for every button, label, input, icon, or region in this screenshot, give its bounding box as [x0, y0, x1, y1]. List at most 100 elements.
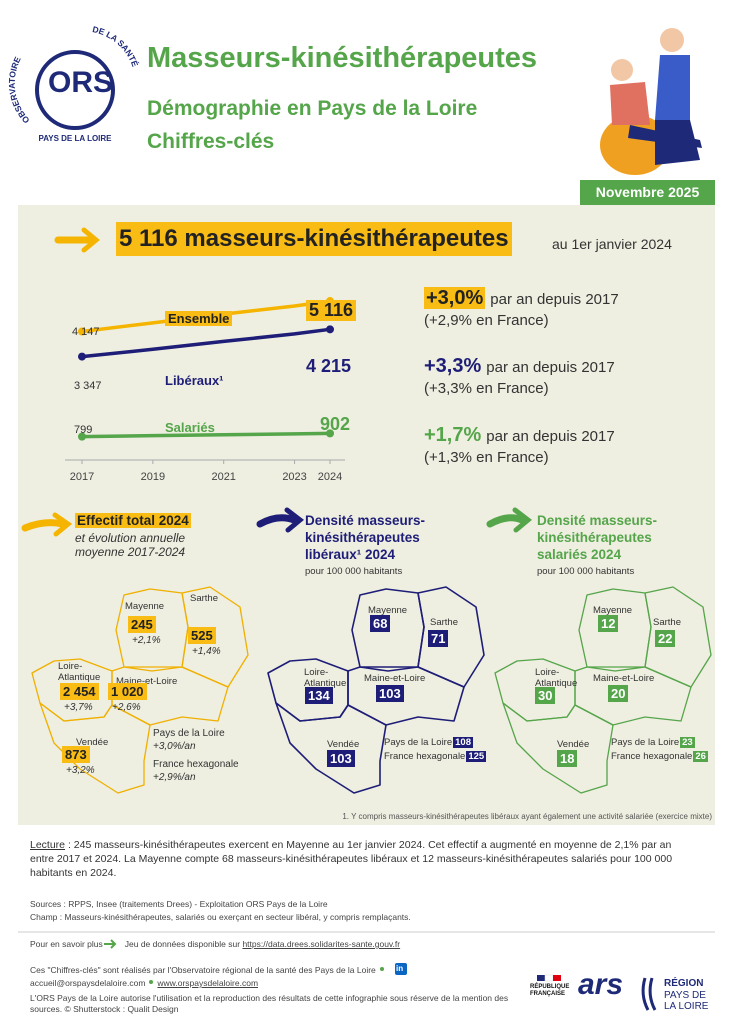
trend-france: (+1,3% en France) — [424, 449, 549, 466]
value-label: 799 — [74, 424, 93, 436]
region-change: +1,4% — [192, 646, 221, 657]
series-name: Salariés — [165, 420, 215, 435]
total: France hexagonale 26 — [611, 751, 708, 762]
lecture-label: Lecture — [30, 839, 66, 851]
point — [78, 327, 86, 336]
value-label: 902 — [320, 414, 351, 434]
total-name: Pays de la Loire — [384, 737, 453, 748]
region-logo: RÉGION — [664, 978, 704, 989]
region-name: Maine-et-Loire — [593, 673, 655, 684]
trend: +1,7% par an depuis 2017 — [424, 424, 615, 447]
contact: accueil@orspaysdelaloire.com www.orspaysd… — [30, 978, 258, 988]
region-value: 873 — [62, 746, 90, 763]
linkedin[interactable]: in — [396, 964, 404, 973]
trend-rate: +1,7% — [424, 424, 482, 446]
map-title-text: Densité masseurs-kinésithérapeutes salar… — [537, 513, 658, 562]
more-text: Jeu de données disponible sur — [124, 939, 241, 949]
region-name: Maine-et-Loire — [364, 673, 426, 684]
total: Pays de la Loire 23 — [611, 737, 695, 748]
value-label: 3 347 — [74, 380, 102, 392]
region-value: 245 — [128, 616, 156, 633]
total-name: France hexagonale — [384, 751, 466, 762]
ars-logo: ars — [578, 968, 624, 1001]
region-logo-name: PAYS DE LA LOIRE — [664, 990, 709, 1012]
trend-rate: +3,3% — [424, 355, 482, 377]
map-title-text: Effectif total 2024 — [75, 513, 191, 528]
region-change: +3,7% — [64, 702, 93, 713]
trend: +3,0% par an depuis 2017 — [424, 287, 619, 310]
arrow — [284, 507, 304, 533]
region-name: Vendée — [327, 739, 360, 750]
value-label: 4 147 — [72, 326, 100, 338]
logo-ring — [35, 50, 115, 130]
trend: +3,3% par an depuis 2017 — [424, 355, 615, 378]
illustration-body — [655, 55, 690, 120]
total-value: 125 — [466, 751, 487, 762]
trend-rate: +3,0% — [424, 287, 486, 309]
x-tick-label: 2017 — [69, 471, 95, 483]
region-name: Sarthe — [653, 617, 681, 628]
arrow — [256, 514, 298, 528]
footnote: 1. Y compris masseurs-kinésithérapeutes … — [342, 812, 712, 821]
more-link[interactable]: https://data.drees.solidarites-sante.gou… — [242, 939, 401, 949]
x-tick-label: 2019 — [140, 471, 166, 483]
map-title: Effectif total 2024 — [75, 512, 225, 529]
illustration-head — [660, 28, 684, 52]
arrow — [104, 939, 117, 949]
region-name: Loire-Atlantique — [304, 667, 347, 689]
arrow — [21, 519, 66, 532]
source: Sources : RPPS, Insee (traitements Drees… — [30, 899, 328, 909]
license: L'ORS Pays de la Loire autorise l'utilis… — [30, 993, 509, 1014]
logo-region: PAYS DE LA LOIRE — [38, 134, 112, 143]
credit-text: Ces "Chiffres-clés" sont réalisés par l'… — [30, 965, 376, 975]
total-name: Pays de la Loire — [153, 728, 225, 739]
region-name: Sarthe — [190, 593, 218, 604]
region-name: Loire-Atlantique — [535, 667, 578, 689]
flag — [553, 975, 561, 981]
trend-text: par an depuis 2017 — [486, 359, 615, 376]
subtitle: Démographie en Pays de la Loire — [147, 97, 478, 120]
total-value: 26 — [693, 751, 708, 762]
trend-text: par an depuis 2017 — [490, 291, 619, 308]
region-name: Vendée — [557, 739, 590, 750]
email[interactable]: accueil@orspaysdelaloire.com — [30, 978, 146, 988]
date-box — [580, 180, 715, 205]
trend-france: (+2,9% en France) — [424, 312, 549, 329]
series-name: Ensemble — [165, 311, 233, 326]
map-title: Densité masseurs-kinésithérapeutes libér… — [305, 512, 455, 563]
trend-france: (+3,3% en France) — [424, 380, 549, 397]
trend-text: par an depuis 2017 — [486, 428, 615, 445]
region-value: 20 — [608, 685, 629, 702]
source: Champ : Masseurs-kinésithérapeutes, sala… — [30, 912, 411, 922]
x-tick-label: 2021 — [211, 471, 236, 483]
total-value: +2,9%/an — [153, 772, 196, 783]
site[interactable]: www.orspaysdelaloire.com — [157, 978, 259, 988]
x-tick-label: 2023 — [282, 471, 307, 483]
region-name: Mayenne — [368, 605, 408, 616]
region-change: +2,1% — [132, 635, 161, 646]
point — [326, 325, 334, 334]
point — [326, 429, 334, 438]
region-value: 103 — [376, 685, 404, 702]
logo-mark: ORS — [48, 66, 114, 99]
headline-note: au 1er janvier 2024 — [552, 236, 672, 252]
region-name: Maine-et-Loire — [116, 676, 178, 687]
region-value: 22 — [655, 630, 676, 647]
region-name: Vendée — [76, 737, 109, 748]
region-value: 12 — [598, 615, 619, 632]
value-label: 4 215 — [306, 356, 352, 376]
total-value: +3,0%/an — [153, 741, 196, 752]
map-title: Densité masseurs-kinésithérapeutes salar… — [537, 512, 687, 563]
region-name: Loire-Atlantique — [58, 661, 101, 683]
region-logo-mark — [641, 977, 657, 1011]
total: France hexagonale 125 — [384, 751, 487, 762]
region-value: 134 — [305, 687, 333, 704]
subtitle: Chiffres-clés — [147, 130, 275, 153]
lecture: Lecture : 245 masseurs-kinésithérapeutes… — [30, 838, 690, 880]
arrow — [486, 514, 526, 528]
map-title-text: Densité masseurs-kinésithérapeutes libér… — [305, 513, 426, 562]
region-value: 71 — [428, 630, 449, 647]
map-unit: pour 100 000 habitants — [305, 566, 403, 577]
more: Pour en savoir plus Jeu de données dispon… — [30, 939, 400, 949]
bullet — [379, 967, 384, 971]
